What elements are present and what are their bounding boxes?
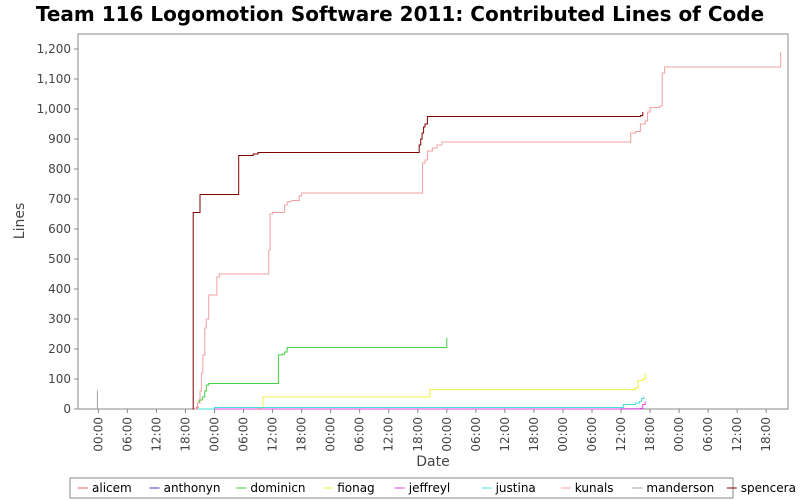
x-tick-label: 12:00 [149,417,163,452]
y-tick-label: 400 [48,282,71,296]
x-tick-label: 00:00 [324,417,338,452]
legend-label-jeffreyl: jeffreyl [408,481,450,495]
series-line-dominicn [195,337,448,410]
x-tick-label: 18:00 [643,417,657,452]
x-tick-label: 12:00 [498,417,512,452]
x-tick-label: 00:00 [91,417,105,452]
x-tick-label: 00:00 [672,417,686,452]
x-tick-label: 06:00 [353,417,367,452]
legend-label-fionag: fionag [337,481,374,495]
series-line-spencera [192,112,644,410]
x-tick-label: 12:00 [382,417,396,452]
legend-label-anthonyn: anthonyn [164,481,221,495]
x-tick-label: 00:00 [440,417,454,452]
legend-label-dominicn: dominicn [250,481,305,495]
x-tick-label: 18:00 [295,417,309,452]
chart-title: Team 116 Logomotion Software 2011: Contr… [36,2,764,26]
legend-label-manderson: manderson [646,481,714,495]
x-axis-label: Date [416,454,449,470]
y-tick-label: 300 [48,312,71,326]
x-tick-label: 18:00 [178,417,192,452]
x-tick-label: 18:00 [759,417,773,452]
legend-label-justina: justina [495,481,536,495]
y-tick-label: 100 [48,372,71,386]
x-tick-label: 06:00 [585,417,599,452]
legend-label-spencera: spencera [741,481,796,495]
y-axis: 0 100 200 300 400 500 600 700 800 900 1,000 1,100 1,… [37,42,78,416]
x-axis: 00:00 06:00 12:00 18:00 00:00 06:00 12:00 18:00… [91,409,773,452]
x-tick-label: 12:00 [614,417,628,452]
x-tick-label: 06:00 [237,417,251,452]
y-tick-label: 500 [48,252,71,266]
series-line-jeffreyl [195,401,646,410]
y-tick-label: 900 [48,132,71,146]
y-axis-label: Lines [12,203,28,239]
x-tick-label: 18:00 [527,417,541,452]
x-tick-label: 06:00 [120,417,134,452]
series-line-fionag [195,373,646,410]
y-tick-label: 0 [63,402,71,416]
x-tick-label: 00:00 [207,417,221,452]
x-tick-label: 12:00 [730,417,744,452]
y-tick-label: 800 [48,162,71,176]
y-tick-label: 700 [48,192,71,206]
x-tick-label: 18:00 [411,417,425,452]
legend-label-alicem: alicem [92,481,132,495]
y-tick-label: 1,200 [37,42,71,56]
x-tick-label: 00:00 [556,417,570,452]
x-tick-label: 06:00 [701,417,715,452]
plot-area [77,33,789,410]
series-line-kunals [195,52,782,410]
y-tick-label: 1,100 [37,72,71,86]
y-tick-label: 1,000 [37,102,71,116]
legend-label-kunals: kunals [575,481,614,495]
y-tick-label: 200 [48,342,71,356]
series-layer [96,52,782,410]
legend: alicem anthonyn dominicn fionag jeffreyl just… [78,481,796,495]
x-tick-label: 06:00 [469,417,483,452]
x-tick-label: 12:00 [266,417,280,452]
series-line-justina [195,397,645,410]
y-tick-label: 600 [48,222,71,236]
